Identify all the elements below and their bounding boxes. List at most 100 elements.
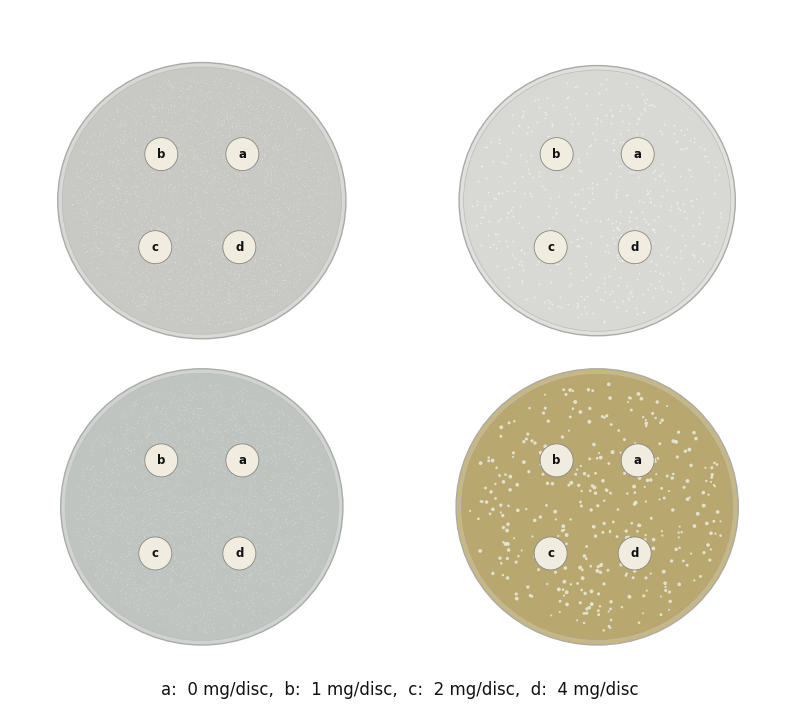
Point bbox=[293, 568, 306, 580]
Point bbox=[226, 234, 239, 245]
Point bbox=[129, 185, 141, 196]
Point bbox=[284, 184, 296, 196]
Point bbox=[610, 188, 622, 200]
Point bbox=[522, 581, 535, 593]
Point bbox=[131, 191, 144, 202]
Point bbox=[271, 202, 284, 214]
Point bbox=[128, 473, 141, 484]
Point bbox=[242, 516, 255, 527]
Point bbox=[625, 206, 638, 217]
Point bbox=[597, 294, 610, 305]
Point bbox=[187, 92, 200, 103]
Point bbox=[237, 84, 249, 96]
Point bbox=[539, 113, 551, 124]
Point bbox=[271, 239, 284, 251]
Point bbox=[217, 100, 230, 111]
Point bbox=[245, 206, 258, 218]
Point bbox=[113, 136, 126, 148]
Point bbox=[524, 126, 537, 137]
Point bbox=[533, 101, 546, 113]
Point bbox=[149, 401, 162, 412]
Point bbox=[598, 518, 610, 529]
Point bbox=[313, 140, 326, 152]
Point bbox=[145, 245, 158, 257]
Point bbox=[149, 258, 162, 269]
Point bbox=[117, 505, 130, 516]
Point bbox=[225, 472, 238, 484]
Point bbox=[173, 223, 186, 235]
Point bbox=[234, 438, 247, 450]
Point bbox=[107, 266, 120, 277]
Point bbox=[294, 248, 307, 260]
Point bbox=[138, 245, 151, 257]
Point bbox=[261, 417, 274, 428]
Point bbox=[247, 517, 260, 529]
Point bbox=[160, 292, 173, 304]
Point bbox=[637, 213, 650, 225]
Point bbox=[250, 575, 263, 586]
Point bbox=[274, 585, 287, 596]
Point bbox=[180, 290, 193, 301]
Point bbox=[153, 606, 165, 617]
Point bbox=[187, 215, 200, 227]
Point bbox=[271, 250, 284, 261]
Point bbox=[607, 133, 620, 144]
Point bbox=[221, 267, 233, 279]
Point bbox=[194, 170, 207, 181]
Point bbox=[272, 241, 285, 253]
Point bbox=[670, 252, 682, 264]
Point bbox=[200, 484, 213, 496]
Point bbox=[213, 126, 226, 138]
Point bbox=[656, 414, 669, 426]
Point bbox=[199, 473, 212, 484]
Point bbox=[157, 526, 169, 537]
Point bbox=[206, 306, 219, 318]
Point bbox=[167, 451, 180, 462]
Point bbox=[81, 546, 94, 557]
Point bbox=[275, 516, 288, 527]
Point bbox=[100, 497, 113, 509]
Point bbox=[206, 419, 219, 430]
Point bbox=[201, 405, 214, 417]
Point bbox=[159, 191, 172, 202]
Point bbox=[173, 178, 185, 189]
Point bbox=[201, 87, 214, 98]
Point bbox=[214, 93, 227, 105]
Point bbox=[281, 107, 294, 118]
Point bbox=[214, 496, 227, 508]
Point bbox=[711, 221, 724, 232]
Point bbox=[193, 534, 206, 546]
Point bbox=[563, 108, 576, 120]
Point bbox=[626, 518, 638, 529]
Point bbox=[208, 602, 221, 614]
Point bbox=[272, 274, 284, 286]
Point bbox=[126, 469, 139, 481]
Point bbox=[194, 443, 207, 454]
Point bbox=[288, 492, 300, 504]
Point bbox=[135, 198, 148, 209]
Point bbox=[205, 203, 217, 214]
Point bbox=[92, 209, 105, 220]
Point bbox=[580, 553, 593, 565]
Point bbox=[153, 465, 166, 477]
Point bbox=[242, 142, 255, 154]
Point bbox=[312, 464, 325, 476]
Point bbox=[141, 100, 153, 111]
Point bbox=[100, 456, 113, 467]
Point bbox=[201, 234, 214, 245]
Point bbox=[640, 217, 653, 228]
Point bbox=[583, 416, 596, 427]
Point bbox=[215, 71, 228, 83]
Point bbox=[248, 167, 261, 178]
Point bbox=[114, 210, 127, 222]
Point bbox=[137, 211, 149, 222]
Point bbox=[167, 99, 180, 110]
Point bbox=[137, 266, 149, 278]
Point bbox=[233, 81, 245, 92]
Point bbox=[185, 489, 198, 500]
Point bbox=[688, 249, 701, 261]
Point bbox=[128, 586, 141, 598]
Point bbox=[222, 391, 235, 402]
Point bbox=[153, 383, 166, 394]
Point bbox=[226, 400, 239, 412]
